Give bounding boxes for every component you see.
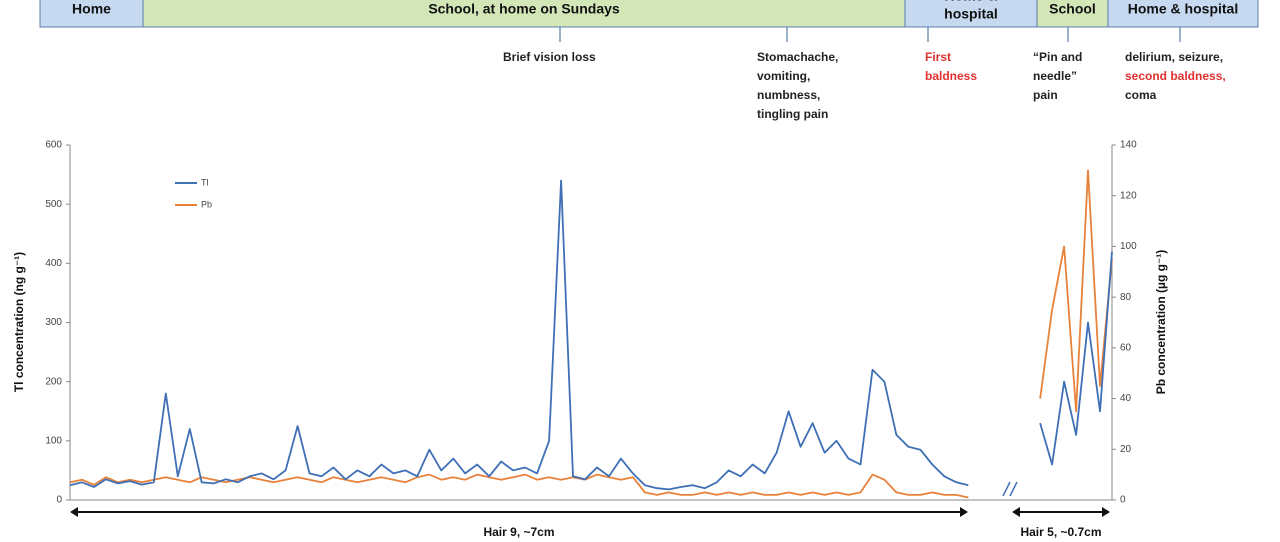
annotation-text: baldness: [925, 69, 977, 83]
annotation-text: tingling pain: [757, 107, 828, 121]
y2-axis-label: Pb concentration (µg g⁻¹): [1154, 250, 1168, 395]
timeline-box: [1107, 0, 1259, 28]
timeline-box: [142, 0, 906, 28]
y-axis-label: Tl concentration (ng g⁻¹): [12, 252, 26, 392]
annotation-text: Stomachache,: [757, 50, 838, 64]
y2-tick-label: 100: [1120, 241, 1137, 252]
y2-tick-label: 140: [1120, 140, 1137, 151]
legend-label: Tl: [201, 177, 209, 187]
y-tick-label: 500: [45, 199, 62, 210]
series-line: [69, 179, 1113, 491]
annotation-text: second baldness,: [1125, 69, 1226, 83]
timeline-label: hospital: [944, 6, 998, 22]
y-tick-label: 0: [56, 495, 62, 506]
timeline-label: School, at home on Sundays: [428, 1, 620, 17]
y2-tick-label: 0: [1120, 495, 1126, 506]
annotation-text: delirium, seizure,: [1125, 50, 1223, 64]
segment-label: Hair 9, ~7cm: [483, 525, 554, 539]
annotation-text: Brief vision loss: [503, 50, 596, 64]
legend-label: Pb: [201, 199, 212, 209]
timeline-label: Home & hospital: [1128, 1, 1238, 17]
y2-tick-label: 120: [1120, 190, 1137, 201]
timeline-box: [1036, 0, 1109, 28]
annotation-text: “Pin and: [1033, 50, 1082, 64]
annotation-text: numbness,: [757, 88, 820, 102]
segment-label: Hair 5, ~0.7cm: [1020, 525, 1101, 539]
annotation-text: pain: [1033, 88, 1058, 102]
annotation-text: needle”: [1033, 69, 1077, 83]
series-line: [69, 169, 1113, 499]
annotation-text: First: [925, 50, 951, 64]
timeline-label: Home: [72, 1, 111, 17]
y-tick-label: 400: [45, 258, 62, 269]
y-tick-label: 300: [45, 317, 62, 328]
annotation-text: vomiting,: [757, 69, 810, 83]
y2-tick-label: 80: [1120, 292, 1132, 303]
axis-break: [1002, 481, 1018, 497]
y2-tick-label: 60: [1120, 342, 1132, 353]
y-tick-label: 600: [45, 140, 62, 151]
timeline-label: School: [1049, 1, 1096, 17]
y2-tick-label: 40: [1120, 393, 1132, 404]
y-tick-label: 100: [45, 435, 62, 446]
y2-tick-label: 20: [1120, 444, 1132, 455]
timeline-box: [904, 0, 1038, 28]
annotation-text: coma: [1125, 88, 1157, 102]
timeline-label: Home &: [945, 0, 998, 4]
timeline-box: [39, 0, 144, 28]
y-tick-label: 200: [45, 376, 62, 387]
